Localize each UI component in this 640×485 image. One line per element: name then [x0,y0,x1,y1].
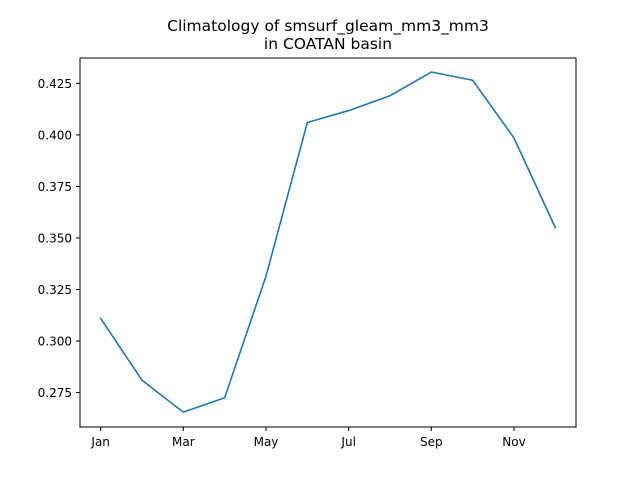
x-tick-label: Sep [420,435,443,449]
plot-area-frame [79,57,577,428]
y-tick-label: 0.425 [38,77,72,91]
x-tick-label: Jan [90,435,110,449]
x-tick-label: Mar [172,435,195,449]
y-tick-label: 0.350 [38,231,72,245]
axis-ticks: Jan Mar May Jul Sep Nov 0.275 0.300 0.325 0.350 0.… [38,77,526,449]
y-tick-label: 0.375 [38,180,72,194]
chart-title-line2: in COATAN basin [264,35,392,53]
y-tick-label: 0.400 [38,128,72,142]
series-line [99,71,557,413]
series-layer [99,71,557,413]
x-tick-label: Jul [340,435,355,449]
y-tick-label: 0.325 [38,283,72,297]
x-tick-label: May [254,435,279,449]
x-tick-label: Nov [502,435,525,449]
chart-title-line1: Climatology of smsurf_gleam_mm3_mm3 [167,17,489,36]
y-tick-label: 0.300 [38,335,72,349]
y-tick-label: 0.275 [38,386,72,400]
